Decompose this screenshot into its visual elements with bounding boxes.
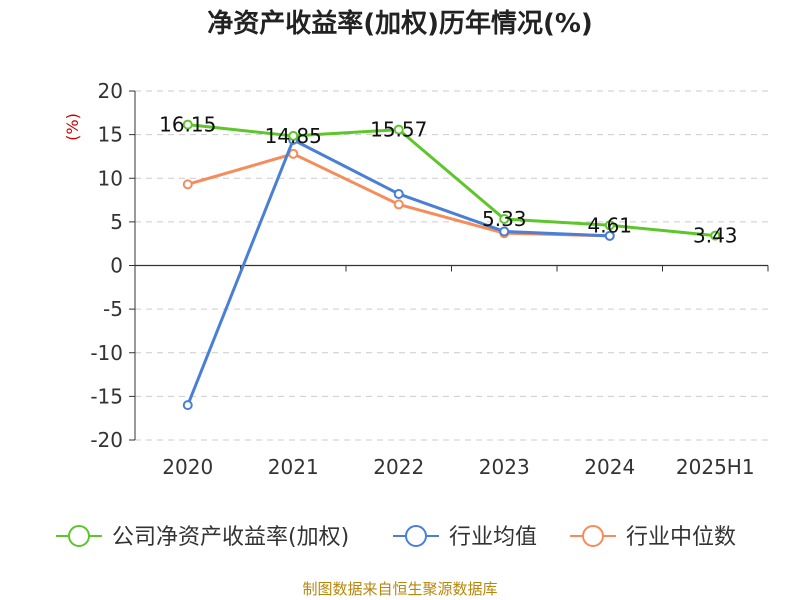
source-note: 制图数据来自恒生聚源数据库	[302, 580, 497, 598]
x-tick-label: 2022	[373, 455, 424, 479]
y-tick-label: 0	[110, 254, 123, 278]
data-label: 16.15	[159, 113, 216, 137]
legend-marker	[582, 525, 604, 547]
y-tick-label: 15	[98, 123, 123, 147]
x-ticks: 2020 2021 2022 2023 2024 2025H1	[162, 455, 754, 479]
data-point	[393, 199, 404, 210]
data-point	[604, 220, 615, 231]
data-point	[499, 226, 510, 237]
x-tick-label: 2025H1	[676, 455, 755, 479]
data-label: 5.33	[482, 207, 527, 231]
y-tick-label: 5	[110, 210, 123, 234]
legend-label: 行业均值	[449, 525, 537, 550]
x-tick-label: 2023	[479, 455, 530, 479]
x-tick-label: 2024	[584, 455, 635, 479]
chart-title: 净资产收益率(加权)历年情况(%)	[207, 8, 593, 39]
data-label: 3.43	[693, 224, 738, 248]
data-point	[182, 179, 193, 190]
x-tick-label: 2021	[268, 455, 319, 479]
y-tick-label: 20	[98, 79, 123, 103]
y-tick-label: -5	[103, 297, 123, 321]
data-point	[499, 213, 510, 224]
data-point	[393, 124, 404, 135]
legend: 公司净资产收益率(加权) 行业均值 行业中位数	[56, 525, 736, 550]
series-line	[187, 123, 716, 238]
y-tick-label: -15	[90, 384, 123, 408]
legend-marker	[405, 525, 427, 547]
data-label: 4.61	[587, 213, 632, 237]
y-tick-label: -10	[90, 341, 123, 365]
data-point	[288, 148, 299, 159]
legend-marker	[68, 525, 90, 547]
y-tick-label: -20	[90, 428, 123, 452]
series-line	[186, 138, 610, 406]
data-point	[604, 230, 615, 241]
legend-label: 公司净资产收益率(加权)	[112, 525, 349, 550]
legend-label: 行业中位数	[626, 525, 736, 550]
data-point	[182, 119, 193, 130]
data-labels: 16.15 14.85 15.57 5.33 4.61 3.43	[159, 113, 737, 248]
y-unit-label: (%)	[63, 113, 82, 141]
data-label: 14.85	[265, 124, 322, 148]
data-point	[288, 130, 299, 141]
data-label: 15.57	[370, 118, 427, 142]
data-point	[393, 188, 404, 199]
data-point	[182, 400, 193, 411]
axes	[129, 90, 769, 441]
y-tick-label: 10	[98, 166, 123, 190]
y-ticks: 20 15 10 5 0 -5 -10 -15 -20	[90, 79, 123, 452]
series-group	[182, 119, 721, 411]
data-point	[710, 230, 721, 241]
x-tick-label: 2020	[162, 455, 213, 479]
